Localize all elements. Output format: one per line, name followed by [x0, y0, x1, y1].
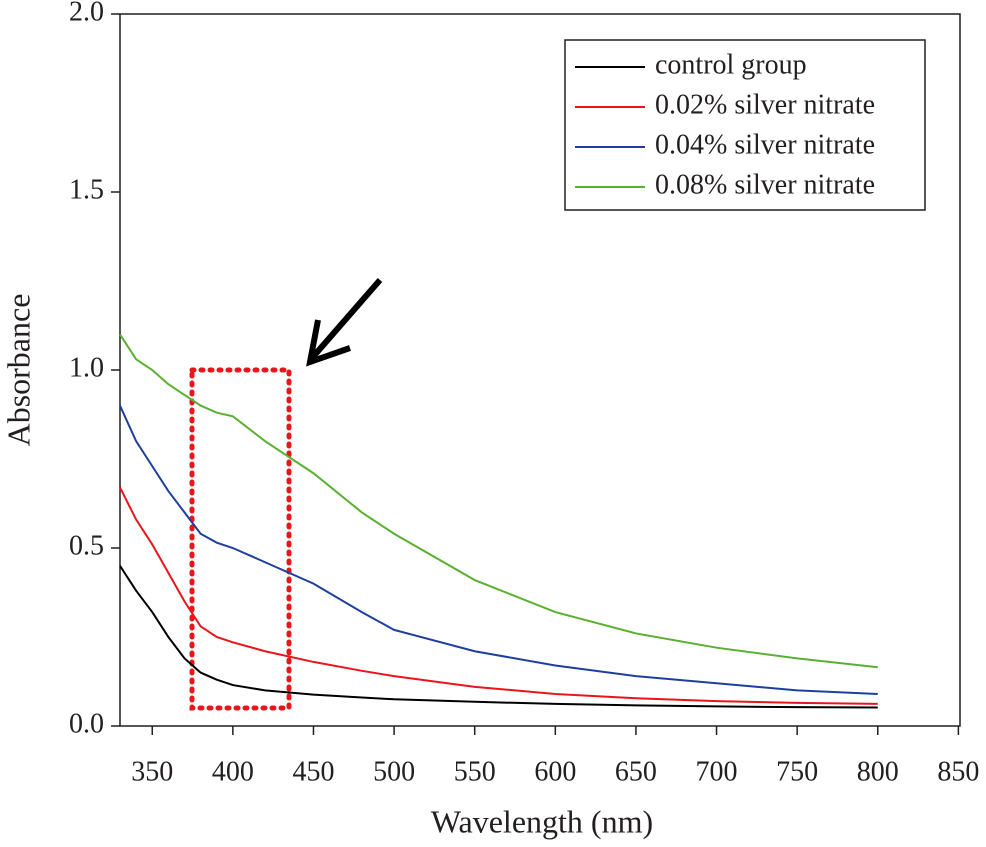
arrow	[306, 278, 383, 367]
x-tick-label: 700	[696, 756, 738, 787]
y-tick-label: 0.0	[69, 708, 104, 739]
series-line	[119, 405, 878, 695]
y-tick-label: 2.0	[69, 0, 104, 27]
y-tick-label: 0.5	[69, 530, 104, 561]
x-tick-label: 800	[857, 756, 899, 787]
x-tick-label: 600	[534, 756, 576, 787]
legend-label: 0.04% silver nitrate	[655, 129, 875, 160]
x-tick-label: 350	[131, 756, 173, 787]
legend-label: control group	[655, 49, 807, 80]
x-tick-label: 400	[212, 756, 254, 787]
series-line	[119, 333, 878, 669]
y-tick-label: 1.0	[69, 352, 104, 383]
highlight-box	[189, 367, 292, 711]
x-tick-label: 450	[292, 756, 334, 787]
y-tick-label: 1.5	[69, 174, 104, 205]
legend-label: 0.02% silver nitrate	[655, 89, 875, 120]
series-line	[119, 565, 878, 709]
legend-box	[564, 39, 926, 211]
y-axis-title: Absorbance	[0, 294, 36, 447]
x-tick-label: 650	[615, 756, 657, 787]
x-tick-label: 750	[776, 756, 818, 787]
legend-label: 0.08% silver nitrate	[655, 169, 875, 200]
x-axis-title: Wavelength (nm)	[431, 803, 653, 839]
series-line	[119, 487, 878, 705]
x-tick-label: 850	[937, 756, 979, 787]
x-tick-label: 550	[454, 756, 496, 787]
x-tick-label: 500	[373, 756, 415, 787]
